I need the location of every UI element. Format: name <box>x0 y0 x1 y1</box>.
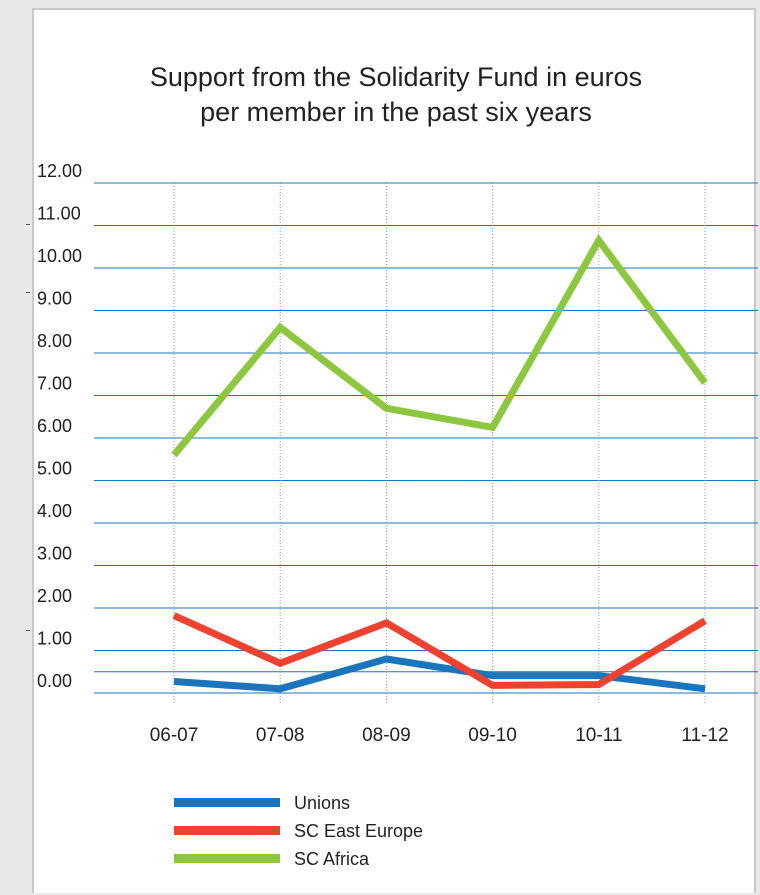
y-axis: 0.00 1.00 2.00 3.00 4.00 5.00 6.00 7.00 8.00 9.00… <box>37 161 82 691</box>
y-tick-label: 1.00 <box>37 629 72 649</box>
x-axis: 06-07 07-08 08-09 09-10 10-11 11-12 <box>150 725 729 746</box>
y-tick-label: 7.00 <box>37 374 72 394</box>
y-tick-label: 10.00 <box>37 246 82 266</box>
grid <box>94 182 758 703</box>
legend: Unions SC East Europe SC Africa <box>174 793 423 869</box>
x-tick-label: 09-10 <box>468 725 517 746</box>
legend-swatch-sc-africa <box>174 854 280 863</box>
series-line-sc-africa <box>171 234 708 458</box>
legend-label: SC East Europe <box>294 821 423 841</box>
y-tick-label: 12.00 <box>37 161 82 181</box>
series-line-sc-east-europe <box>172 612 707 689</box>
y-tick-label: 5.00 <box>37 459 72 479</box>
x-tick-label: 06-07 <box>150 725 199 746</box>
y-tick-label: 2.00 <box>37 586 72 606</box>
y-tick-label: 4.00 <box>37 501 72 521</box>
y-tick-label: 11.00 <box>37 204 81 224</box>
x-tick-label: 11-12 <box>681 725 728 746</box>
legend-label: Unions <box>294 793 350 813</box>
x-tick-label: 08-09 <box>362 725 411 746</box>
y-tick-label: 6.00 <box>37 416 72 436</box>
series-line-unions <box>173 655 706 693</box>
y-tick-label: 3.00 <box>37 544 72 564</box>
x-tick-label: 10-11 <box>575 725 622 746</box>
chart-title: Support from the Solidarity Fund in euro… <box>150 62 642 127</box>
y-tick-label: 0.00 <box>37 671 72 691</box>
chart-title-line: per member in the past six years <box>200 97 592 127</box>
chart-panel: Support from the Solidarity Fund in euro… <box>32 8 758 893</box>
legend-swatch-unions <box>174 798 280 807</box>
y-tick-label: 9.00 <box>37 289 72 309</box>
line-chart: Support from the Solidarity Fund in euro… <box>37 62 758 869</box>
x-tick-label: 07-08 <box>256 725 305 746</box>
legend-label: SC Africa <box>294 849 370 869</box>
series-lines <box>171 234 708 693</box>
y-tick-label: 8.00 <box>37 331 72 351</box>
legend-swatch-sc-east-europe <box>174 826 280 835</box>
chart-title-line: Support from the Solidarity Fund in euro… <box>150 62 642 92</box>
